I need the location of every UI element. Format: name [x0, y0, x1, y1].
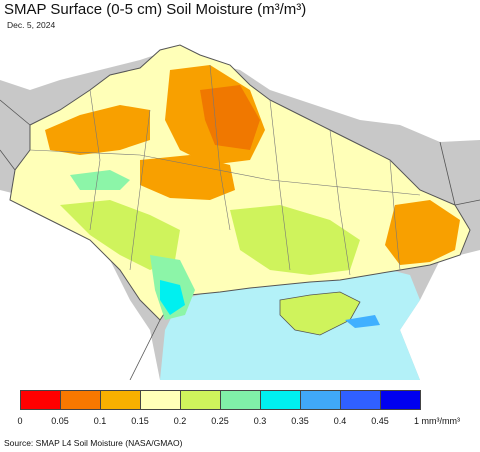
map-canvas	[0, 30, 480, 380]
legend-swatch	[260, 390, 301, 410]
legend-tick-label: 0.45	[371, 416, 389, 426]
legend-swatch	[60, 390, 101, 410]
color-legend: 0 0.05 0.1 0.15 0.2 0.25 0.3 0.35 0.4 0.45 1 mm³/…	[0, 390, 480, 430]
legend-tick-label: 0.1	[93, 416, 107, 426]
legend-swatch	[220, 390, 261, 410]
dry-zone-northwest	[45, 105, 150, 155]
wet-zone-west	[70, 170, 130, 190]
legend-swatch	[20, 390, 61, 410]
eastern-land	[400, 250, 480, 380]
legend-swatch	[140, 390, 181, 410]
moist-zone-southwest	[60, 200, 180, 270]
data-source: Source: SMAP L4 Soil Moisture (NASA/GMAO…	[4, 438, 183, 448]
very-dry-zone-north	[200, 85, 260, 150]
legend-unit: 1 mm³/mm³	[414, 416, 460, 426]
legend-swatch	[100, 390, 141, 410]
northern-land	[0, 30, 480, 142]
legend-tick-label: 0.15	[131, 416, 149, 426]
legend-swatch	[180, 390, 221, 410]
moist-zone-south	[230, 205, 360, 275]
dry-zone-east	[385, 200, 460, 265]
country-borders	[0, 99, 480, 380]
legend-tick-label: 0.3	[253, 416, 267, 426]
map-title: SMAP Surface (0-5 cm) Soil Moisture (m³/…	[4, 1, 306, 18]
map-date: Dec. 5, 2024	[7, 20, 56, 30]
dry-zone-central	[140, 155, 235, 200]
legend-tick-label: 0.35	[291, 416, 309, 426]
legend-swatch	[380, 390, 421, 410]
oblast-borders	[29, 64, 421, 276]
legend-tick-label: 0.25	[211, 416, 229, 426]
legend-tick-label: 0.2	[173, 416, 187, 426]
legend-tick-label: 0	[17, 416, 23, 426]
legend-tick-label: 0.05	[51, 416, 69, 426]
legend-swatch	[300, 390, 341, 410]
legend-tick-label: 0.4	[333, 416, 347, 426]
southwestern-land	[0, 190, 160, 380]
map-title-text: SMAP Surface (0-5 cm) Soil Moisture (m³/…	[4, 1, 307, 18]
soil-moisture-map	[0, 30, 480, 380]
very-wet-zone-coast	[160, 280, 185, 315]
legend-swatch	[340, 390, 381, 410]
wet-spot-crimea	[345, 315, 380, 328]
